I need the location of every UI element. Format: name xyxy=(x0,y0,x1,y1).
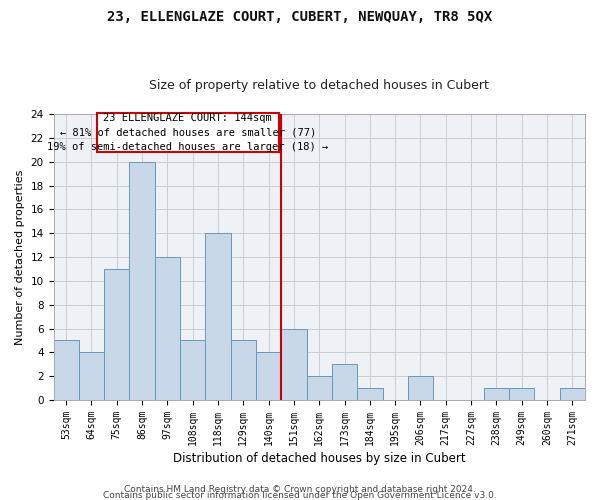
Bar xyxy=(180,340,205,400)
Bar xyxy=(130,162,155,400)
Bar xyxy=(281,328,307,400)
Bar xyxy=(53,340,79,400)
Bar xyxy=(307,376,332,400)
Bar xyxy=(205,233,230,400)
Bar xyxy=(332,364,357,400)
Text: Contains public sector information licensed under the Open Government Licence v3: Contains public sector information licen… xyxy=(103,491,497,500)
Text: 23 ELLENGLAZE COURT: 144sqm
← 81% of detached houses are smaller (77)
19% of sem: 23 ELLENGLAZE COURT: 144sqm ← 81% of det… xyxy=(47,113,328,152)
Bar xyxy=(357,388,383,400)
Bar xyxy=(155,257,180,400)
Y-axis label: Number of detached properties: Number of detached properties xyxy=(15,170,25,344)
Bar xyxy=(104,269,130,400)
X-axis label: Distribution of detached houses by size in Cubert: Distribution of detached houses by size … xyxy=(173,452,466,465)
Text: 23, ELLENGLAZE COURT, CUBERT, NEWQUAY, TR8 5QX: 23, ELLENGLAZE COURT, CUBERT, NEWQUAY, T… xyxy=(107,10,493,24)
Bar xyxy=(256,352,281,400)
Title: Size of property relative to detached houses in Cubert: Size of property relative to detached ho… xyxy=(149,79,489,92)
Bar xyxy=(560,388,585,400)
Bar xyxy=(408,376,433,400)
Bar xyxy=(230,340,256,400)
Bar xyxy=(509,388,535,400)
FancyBboxPatch shape xyxy=(97,113,279,152)
Text: Contains HM Land Registry data © Crown copyright and database right 2024.: Contains HM Land Registry data © Crown c… xyxy=(124,484,476,494)
Bar xyxy=(79,352,104,400)
Bar xyxy=(484,388,509,400)
